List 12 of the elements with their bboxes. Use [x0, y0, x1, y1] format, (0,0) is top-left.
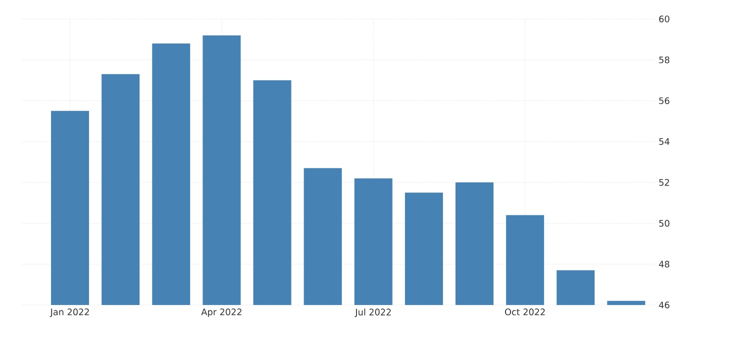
y-tick-label: 52 [659, 179, 670, 186]
x-tick-label: Jan 2022 [50, 308, 89, 317]
y-tick-label: 46 [658, 302, 670, 308]
y-tick-label: 56 [659, 97, 670, 104]
y-tick-label: 60 [659, 16, 670, 22]
y-tick-label: 50 [659, 220, 670, 227]
x-tick-label: Apr 2022 [201, 308, 242, 318]
y-tick-label: 54 [659, 138, 670, 145]
y-tick-label: 48 [658, 260, 670, 268]
x-tick-label: Jul 2022 [354, 308, 391, 318]
y-tick-label: 58 [659, 56, 670, 64]
x-tick-label: Oct 2022 [504, 308, 545, 316]
